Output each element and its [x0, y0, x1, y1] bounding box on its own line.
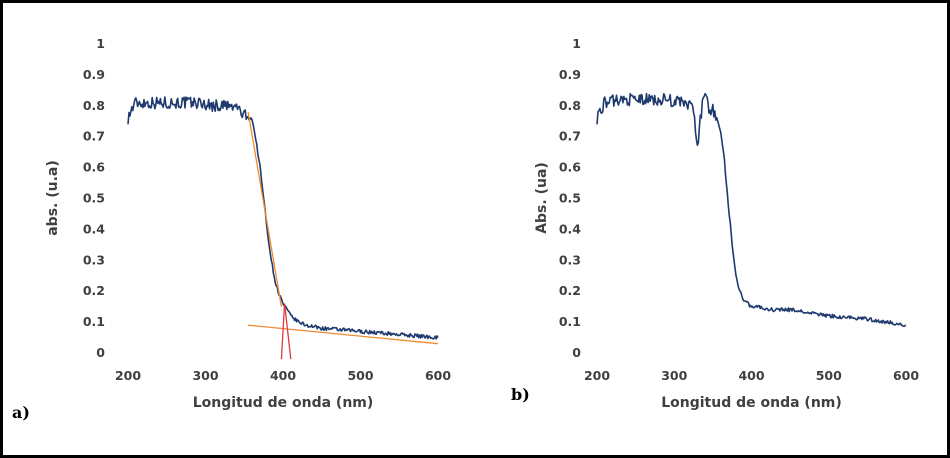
y-tick-label: 0.3 — [83, 252, 105, 267]
y-tick-label: 0.5 — [83, 191, 105, 206]
y-tick-label: 0.4 — [83, 221, 105, 236]
x-tick-label: 600 — [425, 368, 451, 383]
x-axis-label: Longitud de onda (nm) — [661, 395, 842, 411]
absorbance-series-line — [596, 92, 907, 328]
tangent-line — [283, 303, 292, 360]
x-axis-label: Longitud de onda (nm) — [193, 395, 374, 411]
x-tick-label: 200 — [584, 368, 610, 383]
y-tick-label: 0.7 — [83, 129, 105, 144]
y-tick-label: 0.6 — [559, 160, 581, 175]
panel-label: b) — [511, 385, 530, 404]
x-tick-label: 300 — [661, 368, 687, 383]
y-tick-label: 0.5 — [559, 191, 581, 206]
y-tick-label: 0 — [96, 345, 105, 360]
x-tick-label: 500 — [816, 368, 842, 383]
tangent-line — [247, 111, 283, 307]
y-tick-label: 0.9 — [559, 67, 581, 82]
y-tick-label: 0.6 — [83, 160, 105, 175]
y-tick-label: 1 — [96, 36, 105, 51]
tangent-line — [248, 324, 439, 345]
y-tick-label: 0.1 — [559, 314, 581, 329]
x-tick-label: 600 — [893, 368, 919, 383]
y-tick-label: 0.2 — [559, 283, 581, 298]
absorbance-series-line — [127, 96, 439, 340]
tangent-line — [280, 303, 286, 360]
y-axis-label: abs. (u.a) — [45, 160, 61, 236]
x-tick-label: 400 — [738, 368, 764, 383]
x-tick-label: 200 — [115, 368, 141, 383]
y-tick-label: 0.4 — [559, 221, 581, 236]
y-tick-label: 0.1 — [83, 314, 105, 329]
y-tick-label: 0.8 — [559, 98, 581, 113]
x-tick-label: 400 — [270, 368, 296, 383]
y-tick-label: 0.9 — [83, 67, 105, 82]
x-tick-label: 500 — [347, 368, 373, 383]
x-tick-label: 300 — [192, 368, 218, 383]
y-tick-label: 0.3 — [559, 252, 581, 267]
y-tick-label: 1 — [572, 36, 581, 51]
y-tick-label: 0.8 — [83, 98, 105, 113]
y-tick-label: 0.2 — [83, 283, 105, 298]
panel-label: a) — [12, 403, 30, 422]
y-tick-label: 0.7 — [559, 129, 581, 144]
y-tick-label: 0 — [572, 345, 581, 360]
y-axis-label: Abs. (ua) — [534, 162, 550, 234]
